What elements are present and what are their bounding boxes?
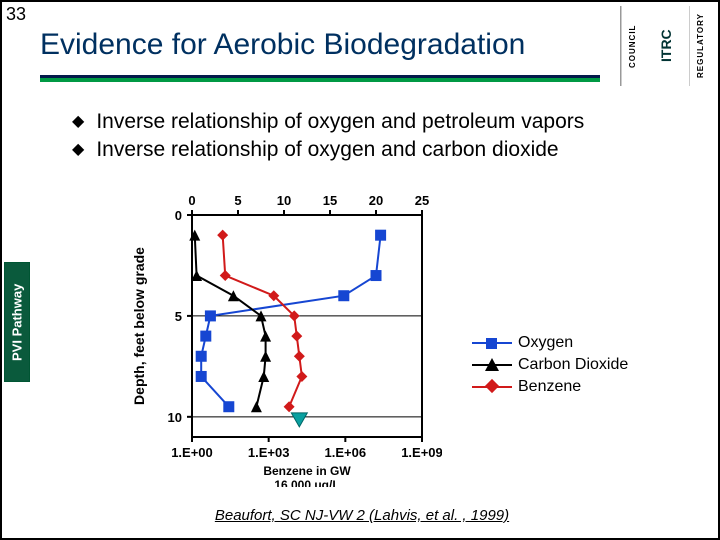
section-tab: PVI Pathway (4, 262, 30, 382)
svg-text:0: 0 (175, 208, 182, 223)
legend-symbol (472, 336, 512, 350)
chart-legend: Oxygen Carbon Dioxide Benzene (472, 332, 628, 398)
svg-text:5: 5 (234, 193, 241, 208)
svg-text:1.E+03: 1.E+03 (248, 445, 290, 460)
svg-text:15: 15 (323, 193, 337, 208)
svg-text:1.E+09: 1.E+09 (401, 445, 442, 460)
legend-label: Oxygen (518, 334, 573, 352)
svg-text:1.E+06: 1.E+06 (325, 445, 367, 460)
bullet-list: Inverse relationship of oxygen and petro… (72, 110, 672, 166)
legend-symbol (472, 380, 512, 394)
svg-text:10: 10 (168, 410, 182, 425)
bullet-item: Inverse relationship of oxygen and carbo… (72, 138, 672, 162)
legend-label: Carbon Dioxide (518, 356, 628, 374)
logo-center: ITRC (643, 6, 689, 86)
slide: 33 COUNCIL ITRC REGULATORY Evidence for … (0, 0, 720, 540)
itrc-logo: COUNCIL ITRC REGULATORY (620, 6, 710, 86)
logo-strip-left: COUNCIL (621, 6, 643, 86)
svg-text:16,000 ug/L: 16,000 ug/L (274, 478, 339, 487)
svg-text:25: 25 (415, 193, 429, 208)
svg-text:Benzene in GW: Benzene in GW (263, 464, 351, 478)
svg-text:Depth, feet below grade: Depth, feet below grade (131, 247, 147, 405)
triangle-icon (485, 358, 499, 371)
svg-text:20: 20 (369, 193, 383, 208)
bullet-item: Inverse relationship of oxygen and petro… (72, 110, 672, 134)
depth-concentration-chart: 0 5 10 15 20 25 0 5 10 1.E+00 1.E+03 1.E+06 1.E+09 De… (122, 187, 442, 487)
square-icon (486, 338, 497, 349)
legend-symbol (472, 358, 512, 372)
legend-item-benzene: Benzene (472, 376, 628, 398)
legend-item-oxygen: Oxygen (472, 332, 628, 354)
slide-title: Evidence for Aerobic Biodegradation (40, 28, 525, 62)
diamond-icon (485, 379, 499, 393)
title-underline (40, 78, 600, 82)
legend-item-co2: Carbon Dioxide (472, 354, 628, 376)
logo-strip-right: REGULATORY (689, 6, 711, 86)
svg-text:10: 10 (277, 193, 291, 208)
svg-text:5: 5 (175, 309, 182, 324)
svg-text:0: 0 (188, 193, 195, 208)
svg-text:1.E+00: 1.E+00 (171, 445, 213, 460)
citation: Beaufort, SC NJ-VW 2 (Lahvis, et al. , 1… (2, 507, 720, 524)
slide-number: 33 (6, 4, 26, 25)
legend-label: Benzene (518, 378, 581, 396)
chart-svg: 0 5 10 15 20 25 0 5 10 1.E+00 1.E+03 1.E+06 1.E+09 De… (122, 187, 442, 487)
